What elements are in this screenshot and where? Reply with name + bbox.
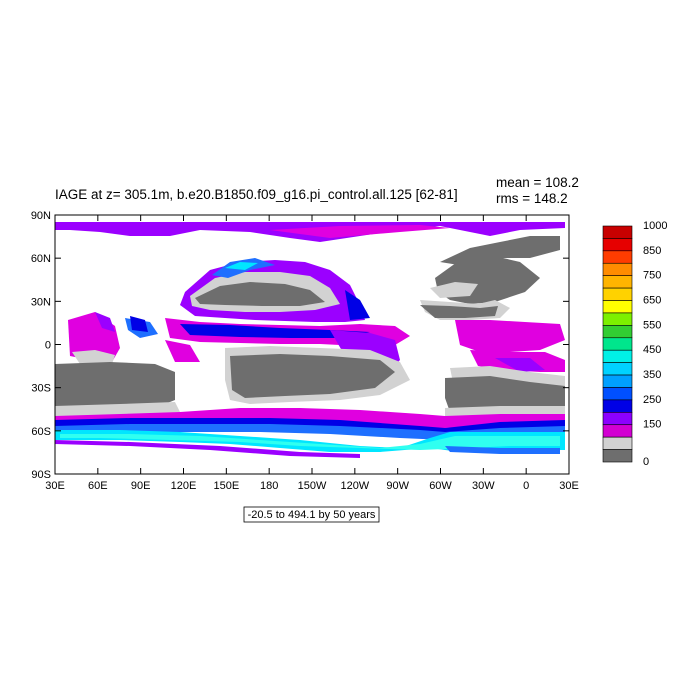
range-label: -20.5 to 494.1 by 50 years	[248, 509, 376, 521]
longitude-axis: 30E 60E 90E 120E 150E 180 150W 120W 90W 60W 30W 0 30…	[45, 215, 579, 492]
colorbar-swatch	[602, 399, 633, 413]
colorbar-swatch	[602, 325, 633, 339]
colorbar-swatch	[602, 275, 633, 289]
lat-tick-label: 60S	[31, 426, 51, 438]
lon-tick-label: 0	[523, 480, 529, 492]
colorbar: 1000 850 750 650 550 450 350 250 150 0	[602, 220, 667, 468]
mean-stat: mean = 108.2	[496, 175, 579, 190]
colorbar-swatch	[602, 250, 633, 264]
north-pacific-young	[195, 282, 325, 306]
equatorial-pacific-blue	[180, 324, 370, 338]
lat-tick-label: 0	[45, 340, 51, 352]
colorbar-swatch	[602, 436, 633, 450]
rms-stat: rms = 148.2	[496, 191, 568, 206]
colorbar-swatch	[602, 412, 633, 426]
lon-tick-label: 150E	[213, 480, 239, 492]
lat-tick-label: 90N	[31, 210, 51, 222]
map-field	[55, 215, 569, 474]
indonesia-magenta	[165, 340, 200, 362]
south-atlantic-light-band	[445, 406, 565, 416]
south-atlantic-young	[445, 376, 565, 412]
colorbar-swatch	[602, 349, 633, 363]
equatorial-atlantic-magenta	[455, 320, 565, 352]
colorbar-swatch	[602, 424, 633, 438]
colorbar-label: 750	[643, 270, 661, 282]
lon-tick-label: 30E	[559, 480, 579, 492]
southern-ocean-magenta	[55, 408, 565, 430]
colorbar-swatch	[602, 449, 633, 463]
colorbar-swatch	[602, 374, 633, 388]
south-pacific-young	[230, 354, 395, 398]
south-atlantic-purple	[495, 358, 545, 372]
map-title: IAGE at z= 305.1m, b.e20.B1850.f09_g16.p…	[55, 187, 458, 202]
lon-tick-label: 180	[260, 480, 278, 492]
lon-tick-label: 120W	[340, 480, 369, 492]
lat-tick-label: 30S	[31, 383, 51, 395]
colorbar-swatch	[602, 337, 633, 351]
antarctic-shelf-purple	[55, 440, 360, 458]
lat-tick-label: 60N	[31, 253, 51, 265]
colorbar-swatch	[602, 238, 633, 252]
south-indian-young	[55, 362, 175, 416]
lon-tick-label: 120E	[171, 480, 197, 492]
lon-tick-label: 60W	[429, 480, 452, 492]
colorbar-label: 250	[643, 394, 661, 406]
greenland-young	[440, 236, 560, 266]
arabian-purple	[95, 312, 115, 332]
colorbar-swatch	[602, 387, 633, 401]
weddell-blue	[445, 446, 560, 454]
colorbar-label: 1000	[643, 220, 667, 232]
colorbar-label: 350	[643, 369, 661, 381]
lon-tick-label: 150W	[298, 480, 327, 492]
colorbar-label: 0	[643, 456, 649, 468]
range-label-box	[243, 506, 380, 523]
colorbar-swatch	[602, 362, 633, 376]
lon-tick-label: 60E	[88, 480, 108, 492]
colorbar-swatch	[602, 225, 633, 239]
south-china-sea-blue	[130, 316, 148, 332]
latitude-axis: 90N 60N 30N 0 30S 60S 90S	[31, 210, 569, 481]
colorbar-swatch	[602, 262, 633, 276]
colorbar-swatch	[602, 300, 633, 314]
lat-tick-label: 90S	[31, 469, 51, 481]
lon-tick-label: 90W	[386, 480, 409, 492]
southern-ocean-light-cyan	[60, 434, 560, 450]
arctic-magenta	[270, 225, 450, 238]
colorbar-swatch	[602, 312, 633, 326]
lon-tick-label: 90E	[131, 480, 151, 492]
colorbar-label: 550	[643, 319, 661, 331]
lon-tick-label: 30E	[45, 480, 65, 492]
north-atlantic-light	[430, 282, 478, 298]
colorbar-swatch	[602, 287, 633, 301]
colorbar-label: 650	[643, 295, 661, 307]
colorbar-label: 150	[643, 419, 661, 431]
indian-ocean-light	[72, 350, 115, 364]
colorbar-label: 850	[643, 245, 661, 257]
bering-cyan	[225, 262, 258, 270]
subtropical-atlantic-young	[420, 305, 498, 318]
lat-tick-label: 30N	[31, 296, 51, 308]
colorbar-label: 450	[643, 344, 661, 356]
lon-tick-label: 30W	[472, 480, 495, 492]
ne-pacific-blue	[345, 290, 370, 320]
